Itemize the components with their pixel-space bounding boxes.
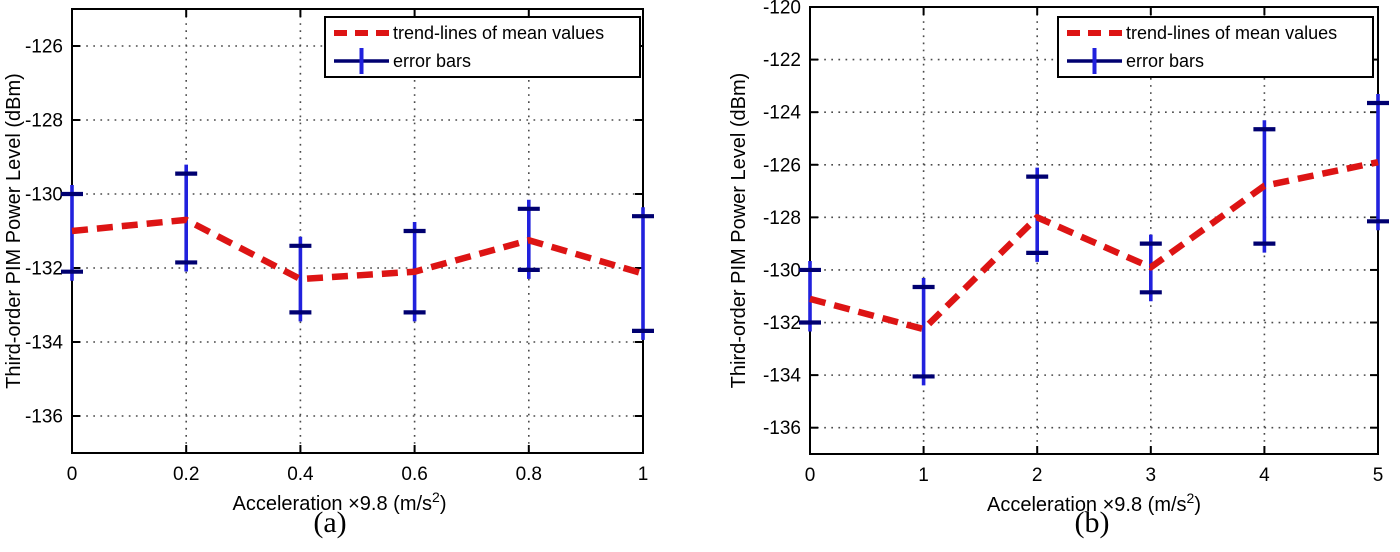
y-tick-label: -134 (25, 333, 63, 354)
y-axis-label: Third-order PIM Power Level (dBm) (3, 73, 25, 389)
caption-a: (a) (313, 506, 347, 539)
error-bar (61, 185, 83, 281)
y-tick-label: -132 (763, 313, 801, 334)
error-bars-series (799, 93, 1389, 386)
x-axis-label: Acceleration ×9.8 (m/s2) (987, 490, 1201, 516)
y-tick-label: -132 (25, 259, 63, 280)
y-tick-label: -136 (763, 418, 801, 439)
x-tick-label: 1 (638, 464, 649, 485)
x-tick-label: 5 (1373, 465, 1384, 486)
y-tick-label: -122 (763, 50, 801, 71)
legend: trend-lines of mean values error bars (1057, 16, 1374, 78)
x-tick-label: 1 (918, 465, 929, 486)
x-tick-label: 0 (67, 464, 78, 485)
trend-line (71, 216, 644, 283)
y-tick-label: -134 (763, 366, 801, 387)
y-tick-label: -128 (763, 208, 801, 229)
legend-label-errorbars: error bars (1126, 51, 1204, 71)
y-tick-label: -126 (763, 155, 801, 176)
legend-label-trend: trend-lines of mean values (393, 23, 604, 43)
x-tick-label: 0.4 (287, 464, 314, 485)
y-tick-label: -136 (25, 407, 63, 428)
x-tick-label: 4 (1259, 465, 1270, 486)
legend-box (1057, 16, 1374, 78)
error-bar (1367, 93, 1389, 231)
chart-a: -126 -128 -130 -132 -134 -136 0 0.2 0.4 0.6 0.8 1 tr… (3, 8, 654, 515)
gridlines (72, 9, 643, 453)
x-tick-label: 2 (1032, 465, 1043, 486)
x-tick-label: 0.6 (401, 464, 427, 485)
legend-label-trend: trend-lines of mean values (1126, 23, 1337, 43)
y-axis-label: Third-order PIM Power Level (dBm) (728, 73, 750, 389)
trend-line (809, 158, 1379, 333)
x-tick-label: 3 (1146, 465, 1157, 486)
legend: trend-lines of mean values error bars (324, 16, 641, 78)
y-tick-label: -130 (763, 260, 801, 281)
y-tick-label: -128 (25, 111, 63, 132)
y-tick-label: -130 (25, 185, 63, 206)
x-tick-label: 0 (805, 465, 816, 486)
error-bar (912, 278, 935, 386)
plot-frame (809, 6, 1379, 455)
error-bar (799, 260, 821, 332)
y-tick-label: -126 (25, 37, 63, 58)
x-tick-label: 0.2 (173, 464, 199, 485)
y-tick-label: -124 (763, 103, 801, 124)
y-tick-label: -120 (763, 0, 801, 19)
legend-box (324, 16, 641, 78)
x-axis-label: Acceleration ×9.8 (m/s2) (233, 489, 447, 515)
x-tick-label: 0.8 (516, 464, 542, 485)
caption-b: (b) (1074, 506, 1110, 539)
error-bar (289, 236, 312, 322)
error-bar (632, 207, 654, 340)
chart-b: -120 -122 -124 -126 -128 -130 -132 -134 -136 0 1 2 3… (728, 0, 1389, 516)
legend-label-errorbars: error bars (393, 51, 471, 71)
